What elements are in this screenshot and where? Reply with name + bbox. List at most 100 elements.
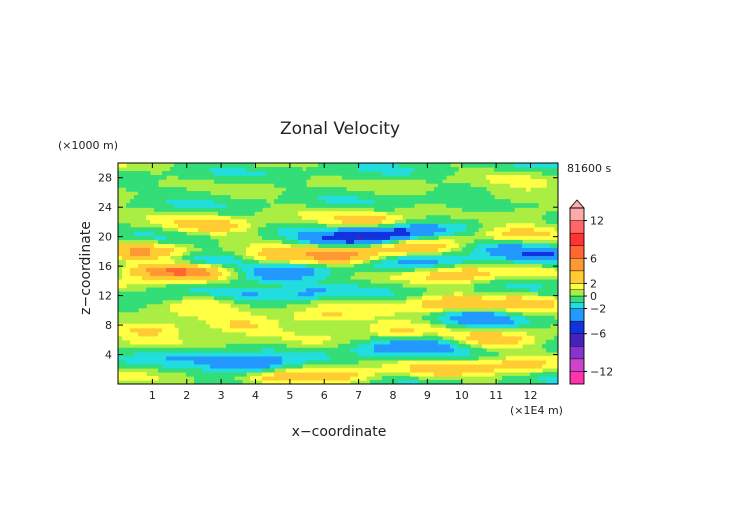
field-cell	[486, 367, 491, 373]
field-cell	[418, 323, 423, 329]
field-cell	[270, 331, 275, 337]
field-cell	[386, 175, 391, 180]
field-cell	[394, 335, 399, 341]
field-cell	[326, 191, 331, 196]
field-cell	[218, 295, 223, 301]
field-cell	[434, 371, 439, 377]
field-cell	[434, 279, 439, 285]
field-cell	[534, 367, 539, 373]
field-cell	[326, 251, 331, 257]
field-cell	[318, 243, 323, 248]
field-cell	[234, 203, 239, 208]
field-cell	[230, 227, 235, 232]
field-cell	[510, 323, 515, 329]
field-cell	[250, 243, 255, 248]
field-cell	[234, 211, 239, 216]
field-cell	[310, 311, 315, 317]
field-cell	[506, 339, 511, 345]
field-cell	[230, 355, 235, 361]
field-cell	[434, 271, 439, 277]
field-cell	[546, 347, 551, 353]
field-cell	[386, 251, 391, 257]
field-cell	[554, 279, 558, 285]
field-cell	[378, 331, 383, 337]
field-cell	[354, 307, 359, 313]
field-cell	[266, 283, 271, 289]
field-cell	[218, 371, 223, 377]
field-cell	[238, 283, 243, 289]
field-cell	[194, 367, 199, 373]
field-cell	[534, 283, 539, 289]
field-cell	[506, 303, 511, 309]
field-cell	[298, 359, 303, 365]
field-cell	[550, 363, 555, 369]
field-cell	[222, 263, 227, 269]
field-cell	[390, 223, 395, 228]
field-cell	[294, 251, 299, 257]
field-cell	[306, 295, 311, 301]
field-cell	[382, 323, 387, 329]
field-cell	[358, 303, 363, 309]
field-cell	[306, 367, 311, 373]
field-cell	[322, 303, 327, 309]
field-cell	[246, 327, 251, 333]
field-cell	[462, 279, 467, 285]
field-cell	[434, 167, 439, 172]
field-cell	[294, 187, 299, 192]
field-cell	[546, 307, 551, 313]
field-cell	[426, 363, 431, 369]
field-cell	[190, 203, 195, 208]
field-cell	[122, 303, 127, 309]
field-cell	[306, 375, 311, 381]
field-cell	[146, 279, 151, 285]
field-cell	[126, 235, 131, 240]
field-cell	[482, 363, 487, 369]
field-cell	[326, 359, 331, 365]
field-cell	[418, 263, 423, 269]
field-cell	[514, 251, 519, 257]
field-cell	[546, 211, 551, 216]
field-cell	[454, 275, 459, 281]
field-cell	[254, 255, 259, 261]
field-cell	[178, 231, 183, 236]
field-cell	[278, 355, 283, 361]
field-cell	[342, 267, 347, 273]
field-cell	[258, 351, 263, 357]
field-cell	[170, 359, 175, 365]
field-cell	[254, 203, 259, 208]
field-cell	[318, 247, 323, 252]
field-cell	[254, 283, 259, 289]
field-cell	[334, 231, 339, 236]
field-cell	[454, 343, 459, 349]
field-cell	[154, 267, 159, 273]
field-cell	[438, 219, 443, 224]
field-cell	[158, 175, 163, 180]
field-cell	[374, 311, 379, 317]
field-cell	[466, 303, 471, 309]
field-cell	[402, 355, 407, 361]
field-cell	[430, 343, 435, 349]
field-cell	[234, 263, 239, 269]
field-cell	[550, 259, 555, 265]
field-cell	[538, 359, 543, 365]
field-cell	[202, 215, 207, 220]
field-cell	[426, 271, 431, 277]
field-cell	[482, 163, 487, 168]
field-cell	[382, 219, 387, 224]
field-cell	[402, 263, 407, 269]
field-cell	[298, 251, 303, 257]
field-cell	[306, 239, 311, 244]
field-cell	[510, 319, 515, 325]
colorbar-band	[569, 308, 585, 322]
field-cell	[206, 239, 211, 244]
field-cell	[358, 355, 363, 361]
field-cell	[370, 307, 375, 313]
field-cell	[314, 251, 319, 257]
field-cell	[490, 279, 495, 285]
field-cell	[234, 311, 239, 317]
field-cell	[538, 371, 543, 377]
field-cell	[326, 219, 331, 224]
field-cell	[370, 195, 375, 200]
field-cell	[446, 271, 451, 277]
field-cell	[346, 355, 351, 361]
